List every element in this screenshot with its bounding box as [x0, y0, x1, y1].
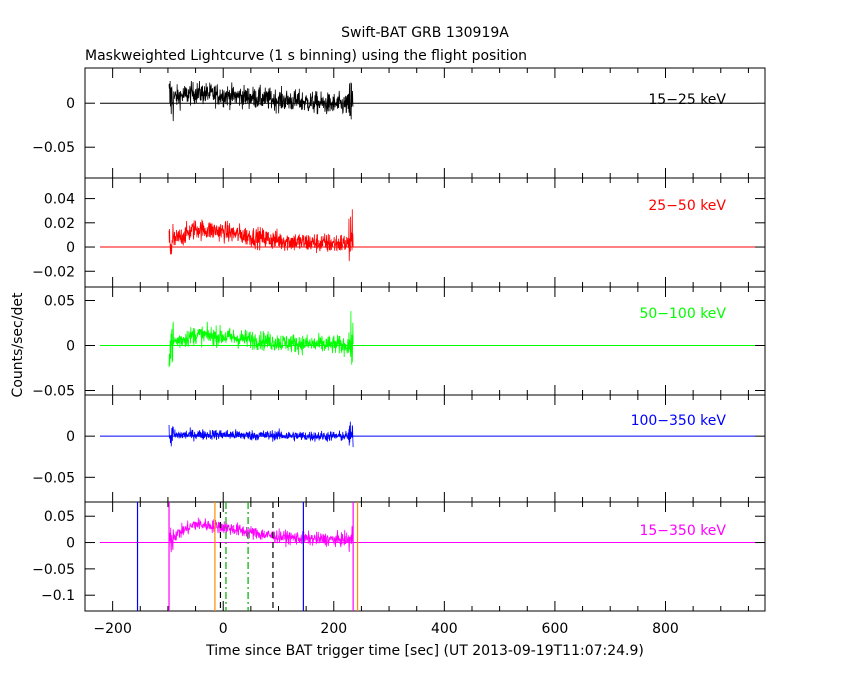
y-tick-label: −0.05	[32, 140, 75, 156]
chart-subtitle: Maskweighted Lightcurve (1 s binning) us…	[85, 48, 527, 64]
band-label: 100−350 keV	[631, 413, 727, 429]
panel-2: 0.04 0.02 0 −0.02 25−50 keV	[32, 177, 766, 288]
y-tick-label: 0.04	[44, 192, 75, 208]
x-tick-label: 200	[320, 621, 347, 637]
y-tick-label: 0.02	[44, 216, 75, 232]
panel-frame	[84, 501, 766, 612]
y-axis-label: Counts/sec/det	[10, 292, 26, 397]
y-tick-label: 0.05	[44, 294, 75, 310]
y-tick-label: −0.1	[41, 588, 75, 604]
band-label: 50−100 keV	[639, 306, 726, 322]
y-tick-label: 0	[66, 429, 75, 445]
x-tick-label: 800	[652, 621, 679, 637]
panel-frame	[84, 67, 766, 179]
band-trace	[168, 517, 354, 553]
panel-1: 0 −0.05 15−25 keV	[32, 67, 766, 179]
y-tick-label: −0.05	[32, 384, 75, 400]
y-tick-label: 0	[66, 536, 75, 552]
band-trace	[168, 311, 354, 368]
y-tick-label: 0.05	[44, 509, 75, 525]
x-tick-label: −200	[93, 621, 131, 637]
band-label: 25−50 keV	[648, 198, 726, 214]
y-tick-label: −0.05	[32, 562, 75, 578]
x-axis-label: Time since BAT trigger time [sec] (UT 20…	[205, 643, 644, 659]
band-label: 15−350 keV	[639, 523, 726, 539]
y-tick-label: −0.05	[32, 470, 75, 486]
band-trace	[168, 80, 354, 122]
x-tick-label: 0	[219, 621, 228, 637]
panel-frame	[84, 394, 766, 503]
panel-5: 0.05 0 −0.05 −0.1 15−350 keV	[32, 501, 766, 612]
panel-3: 0.05 0 −0.05 50−100 keV	[32, 286, 766, 400]
band-trace	[168, 421, 354, 448]
panel-4: 0 −0.05 100−350 keV	[32, 394, 766, 503]
band-trace	[168, 209, 354, 262]
y-tick-label: 0	[66, 96, 75, 112]
y-tick-label: −0.02	[32, 264, 75, 280]
band-label: 15−25 keV	[648, 92, 726, 108]
chart-title: Swift-BAT GRB 130919A	[341, 25, 509, 41]
y-tick-label: 0	[66, 240, 75, 256]
x-tick-label: 400	[431, 621, 458, 637]
x-axis: −200 0 200 400 600 800	[93, 621, 678, 637]
y-tick-label: 0	[66, 339, 75, 355]
x-tick-label: 600	[542, 621, 569, 637]
